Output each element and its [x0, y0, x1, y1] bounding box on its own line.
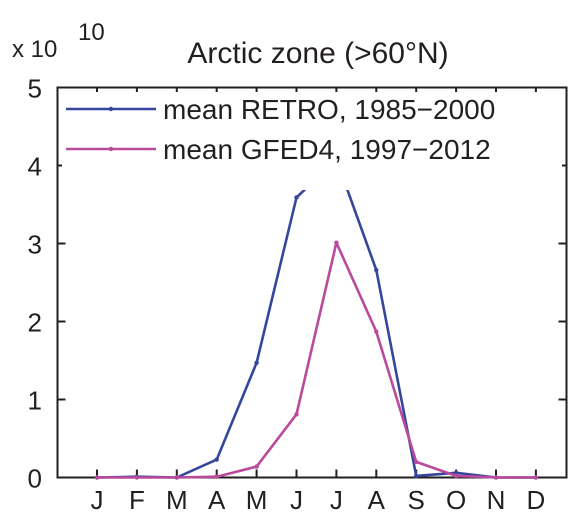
x-tick-label: N [487, 485, 506, 515]
x-tick-label: J [330, 485, 343, 515]
y-tick-label: 0 [28, 464, 42, 494]
plot-frame [56, 86, 568, 479]
data-point [453, 470, 459, 476]
data-point [453, 473, 459, 479]
data-point [94, 475, 100, 480]
legend: mean RETRO, 1985−2000 mean GFED4, 1997−20… [62, 92, 562, 190]
data-point [174, 475, 179, 480]
data-point [294, 412, 299, 417]
chart-title: Arctic zone (>60°N) [187, 37, 448, 70]
y-multiplier-exponent: 10 [78, 19, 105, 46]
x-tick-label: F [129, 485, 145, 515]
x-tick-label: J [91, 485, 104, 515]
data-point [493, 475, 499, 480]
legend-label: mean GFED4, 1997−2012 [163, 134, 491, 165]
y-tick-label: 2 [28, 308, 42, 338]
y-multiplier-base: x 10 [12, 36, 57, 63]
data-point [374, 329, 379, 334]
data-point [533, 475, 539, 480]
y-tick-label: 4 [28, 152, 42, 182]
data-point [294, 195, 299, 200]
x-tick-label: D [527, 485, 546, 515]
data-point [334, 240, 339, 245]
legend-marker [108, 146, 114, 152]
y-tick-label: 5 [28, 74, 42, 104]
y-tick-label: 3 [28, 230, 42, 260]
data-point [414, 473, 419, 479]
data-point [374, 267, 379, 273]
data-point [254, 464, 259, 469]
x-tick-label: O [446, 485, 466, 515]
y-tick-label: 1 [28, 386, 42, 416]
x-tick-label: M [166, 485, 188, 515]
data-point [134, 475, 140, 480]
x-tick-label: S [408, 485, 425, 515]
series-line [96, 158, 536, 479]
legend-marker [108, 106, 114, 112]
x-tick-label: M [246, 485, 268, 515]
x-tick-label: A [208, 485, 226, 515]
series-line [97, 241, 536, 479]
data-point [414, 459, 419, 465]
data-point [214, 457, 219, 462]
x-tick-label: J [290, 485, 303, 515]
data-point [214, 474, 219, 479]
data-point [254, 360, 259, 366]
x-tick-label: A [368, 485, 386, 515]
legend-label: mean RETRO, 1985−2000 [163, 94, 495, 125]
series-group [94, 157, 539, 480]
